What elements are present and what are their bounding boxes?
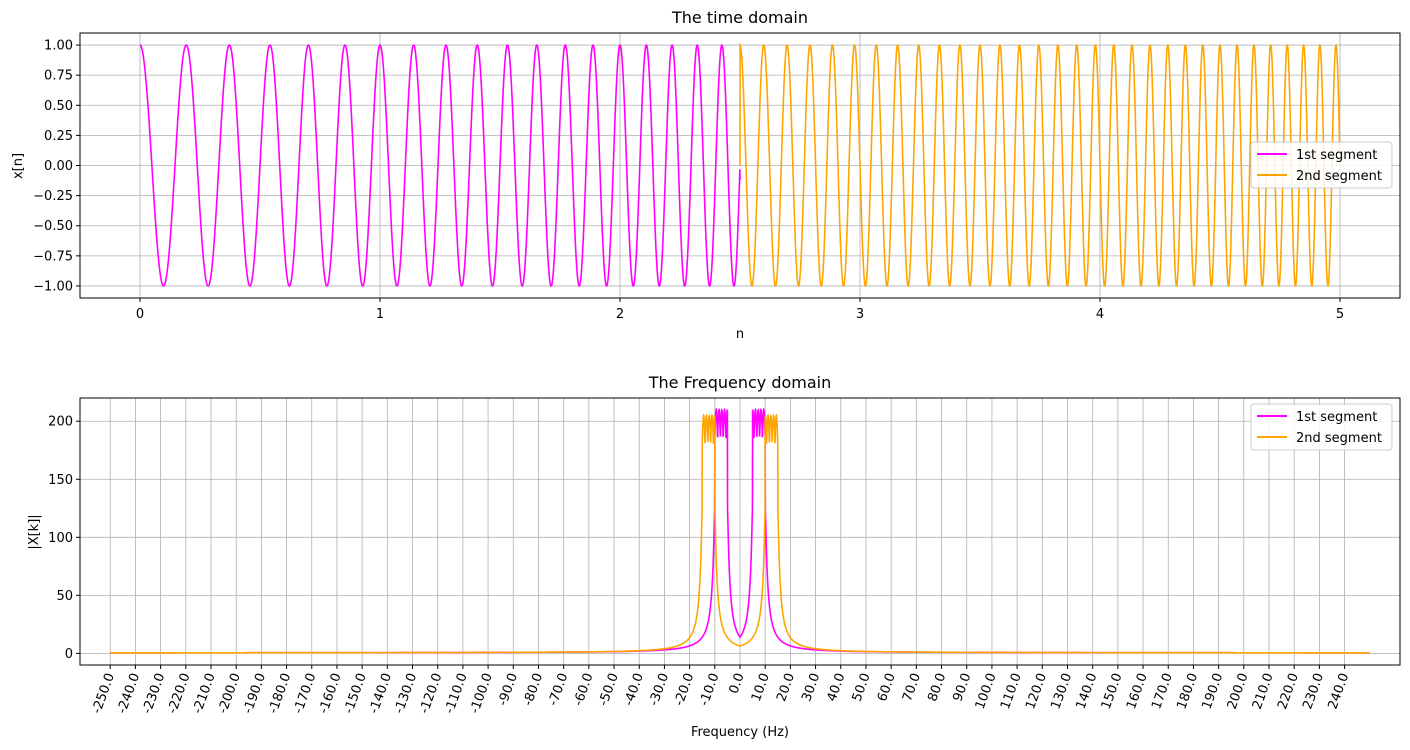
x-tick-label: -80.0: [521, 671, 547, 708]
x-tick-label: 50.0: [850, 671, 874, 703]
y-tick-label: −0.25: [33, 189, 73, 204]
legend-label-2: 2nd segment: [1296, 431, 1382, 446]
x-tick-label: 110.0: [998, 671, 1025, 711]
x-axis-label: n: [736, 327, 744, 342]
y-tick-label: 0.00: [44, 159, 73, 174]
x-tick-label: -250.0: [90, 671, 118, 716]
chart-title: The time domain: [671, 8, 808, 27]
x-tick-label: 0: [136, 307, 144, 322]
x-tick-label: -90.0: [495, 671, 521, 708]
y-tick-label: 1.00: [44, 39, 73, 54]
y-tick-label: −1.00: [33, 279, 73, 294]
y-tick-label: 100: [48, 531, 73, 546]
gridlines: [80, 398, 1400, 665]
x-tick-label: 120.0: [1023, 671, 1050, 711]
x-tick-label: 20.0: [774, 671, 798, 703]
x-axis-ticks: 0 1 2 3 4 5: [136, 298, 1344, 322]
x-tick-label: 170.0: [1149, 671, 1176, 711]
x-axis-ticks: -250.0-240.0-230.0-220.0-210.0-200.0-190…: [90, 665, 1353, 716]
x-tick-label: 180.0: [1174, 671, 1201, 711]
x-tick-label: -150.0: [341, 671, 369, 716]
x-tick-label: -100.0: [467, 671, 495, 716]
x-tick-label: -60.0: [571, 671, 597, 708]
x-tick-label: 200.0: [1225, 671, 1252, 711]
x-tick-label: -70.0: [546, 671, 572, 708]
x-tick-label: 150.0: [1099, 671, 1126, 711]
x-tick-label: -170.0: [291, 671, 319, 716]
x-tick-label: 80.0: [925, 671, 949, 703]
x-tick-label: 10.0: [749, 671, 773, 703]
chart-title: The Frequency domain: [648, 373, 832, 392]
x-tick-label: 5: [1336, 307, 1344, 322]
x-tick-label: 240.0: [1326, 671, 1353, 711]
legend: 1st segment 2nd segment: [1250, 403, 1393, 451]
x-tick-label: 0.0: [727, 671, 748, 696]
x-tick-label: 1: [376, 307, 384, 322]
x-tick-label: 140.0: [1074, 671, 1101, 711]
x-tick-label: -120.0: [417, 671, 445, 716]
x-tick-label: -180.0: [266, 671, 294, 716]
y-tick-label: 50: [56, 589, 73, 604]
y-axis-ticks: 0 50 100 150 200: [48, 415, 80, 662]
x-tick-label: 220.0: [1275, 671, 1302, 711]
legend-label-1: 1st segment: [1296, 148, 1377, 163]
legend-label-1: 1st segment: [1296, 410, 1377, 425]
x-tick-label: 2: [616, 307, 624, 322]
x-tick-label: -230.0: [140, 671, 168, 716]
x-tick-label: -50.0: [596, 671, 622, 708]
x-tick-label: 160.0: [1124, 671, 1151, 711]
y-tick-label: 200: [48, 415, 73, 430]
x-axis-label: Frequency (Hz): [691, 725, 789, 740]
y-axis-ticks: −1.00 −0.75 −0.50 −0.25 0.00 0.25 0.50 0.75 1.00: [33, 39, 80, 294]
series-line-2: [739, 42, 1341, 288]
time-domain-chart: The time domain 0 1 2 3 4 5 −1.00 −0.75 −0.50 −0…: [11, 8, 1401, 342]
series-lines: [139, 42, 1341, 288]
x-tick-label: -210.0: [190, 671, 218, 716]
y-axis-label: |X[k]|: [27, 514, 42, 549]
x-tick-label: 210.0: [1250, 671, 1277, 711]
y-tick-label: 0: [65, 647, 73, 662]
frequency-domain-chart: The Frequency domain -250.0-240.0-230.0-…: [27, 373, 1401, 740]
legend: 1st segment 2nd segment: [1250, 141, 1393, 189]
series-line-1: [139, 44, 741, 287]
x-tick-label: -130.0: [392, 671, 420, 716]
x-tick-label: 190.0: [1200, 671, 1227, 711]
x-tick-label: -240.0: [115, 671, 143, 716]
x-tick-label: 40.0: [825, 671, 849, 703]
x-tick-label: 3: [856, 307, 864, 322]
x-tick-label: 90.0: [950, 671, 974, 703]
y-tick-label: 0.75: [44, 69, 73, 84]
x-tick-label: 60.0: [875, 671, 899, 703]
y-tick-label: −0.75: [33, 249, 73, 264]
x-tick-label: -30.0: [647, 671, 673, 708]
x-tick-label: -10.0: [697, 671, 723, 708]
y-axis-label: x[n]: [11, 153, 26, 179]
x-tick-label: -160.0: [316, 671, 344, 716]
x-tick-label: 70.0: [900, 671, 924, 703]
x-tick-label: 130.0: [1048, 671, 1075, 711]
legend-label-2: 2nd segment: [1296, 169, 1382, 184]
x-tick-label: 100.0: [973, 671, 1000, 711]
x-tick-label: -190.0: [241, 671, 269, 716]
x-tick-label: -20.0: [672, 671, 698, 708]
x-tick-label: -200.0: [216, 671, 244, 716]
x-tick-label: 230.0: [1300, 671, 1327, 711]
x-tick-label: -40.0: [621, 671, 647, 708]
x-tick-label: -110.0: [442, 671, 470, 716]
y-tick-label: −0.50: [33, 219, 73, 234]
y-tick-label: 0.25: [44, 129, 73, 144]
y-tick-label: 0.50: [44, 99, 73, 114]
x-tick-label: 30.0: [799, 671, 823, 703]
series-line-2: [110, 413, 1370, 654]
y-tick-label: 150: [48, 473, 73, 488]
x-tick-label: -220.0: [165, 671, 193, 716]
x-tick-label: 4: [1096, 307, 1104, 322]
x-tick-label: -140.0: [367, 671, 395, 716]
series-lines: [110, 407, 1370, 654]
